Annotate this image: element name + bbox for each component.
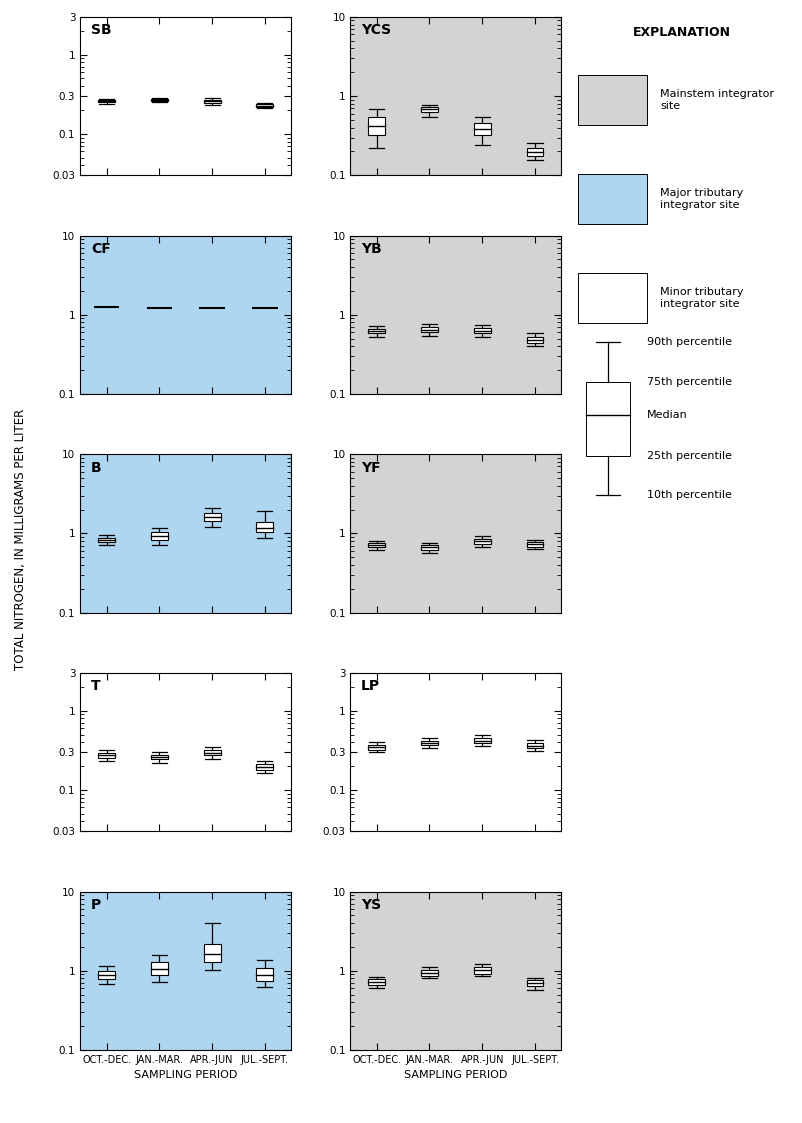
Bar [474,738,491,743]
Text: B: B [91,460,101,475]
Bar [527,148,544,156]
Bar [257,104,273,107]
Bar [368,745,385,750]
Text: SB: SB [91,24,111,37]
Bar [98,538,115,542]
Bar [98,970,115,979]
Text: 10th percentile: 10th percentile [647,491,732,501]
X-axis label: SAMPLING PERIOD: SAMPLING PERIOD [404,1070,508,1080]
Bar [527,743,544,748]
Text: 90th percentile: 90th percentile [647,337,732,347]
Bar [98,754,115,758]
Text: Median: Median [647,410,688,420]
Bar [474,967,491,974]
Text: YS: YS [361,898,381,912]
Bar [98,100,115,102]
Bar [527,542,544,547]
Text: Minor tributary
integrator site: Minor tributary integrator site [660,286,743,309]
Text: EXPLANATION: EXPLANATION [633,26,731,39]
Bar [577,75,647,125]
Text: LP: LP [361,679,380,693]
Bar [368,542,385,547]
Bar [586,382,630,456]
Bar [474,539,491,544]
Bar [368,329,385,334]
Bar [368,979,385,985]
Text: Mainstem integrator
site: Mainstem integrator site [660,89,774,111]
Bar [421,545,438,550]
Bar [474,122,491,135]
X-axis label: SAMPLING PERIOD: SAMPLING PERIOD [134,1070,237,1080]
Bar [527,980,544,986]
Bar [151,99,168,101]
Text: YCS: YCS [361,24,391,37]
Text: T: T [91,679,100,693]
Bar [577,273,647,322]
Bar [151,532,168,540]
Bar [421,107,438,112]
Bar [421,327,438,332]
Bar [204,750,221,756]
Bar [204,943,221,961]
Text: YB: YB [361,241,382,256]
Bar [257,765,273,770]
Bar [577,174,647,223]
Bar [204,100,221,102]
Bar [257,968,273,980]
Bar [527,337,544,343]
Text: 75th percentile: 75th percentile [647,377,732,386]
Bar [151,962,168,975]
Text: CF: CF [91,241,111,256]
Bar [474,328,491,334]
Text: TOTAL NITROGEN, IN MILLIGRAMS PER LITER: TOTAL NITROGEN, IN MILLIGRAMS PER LITER [14,409,26,669]
Text: YF: YF [361,460,380,475]
Bar [421,970,438,976]
Text: Major tributary
integrator site: Major tributary integrator site [660,188,743,210]
Text: 25th percentile: 25th percentile [647,451,732,460]
Bar [257,522,273,532]
Bar [368,117,385,135]
Bar [204,513,221,521]
Bar [151,755,168,759]
Text: P: P [91,898,101,912]
Bar [421,740,438,746]
